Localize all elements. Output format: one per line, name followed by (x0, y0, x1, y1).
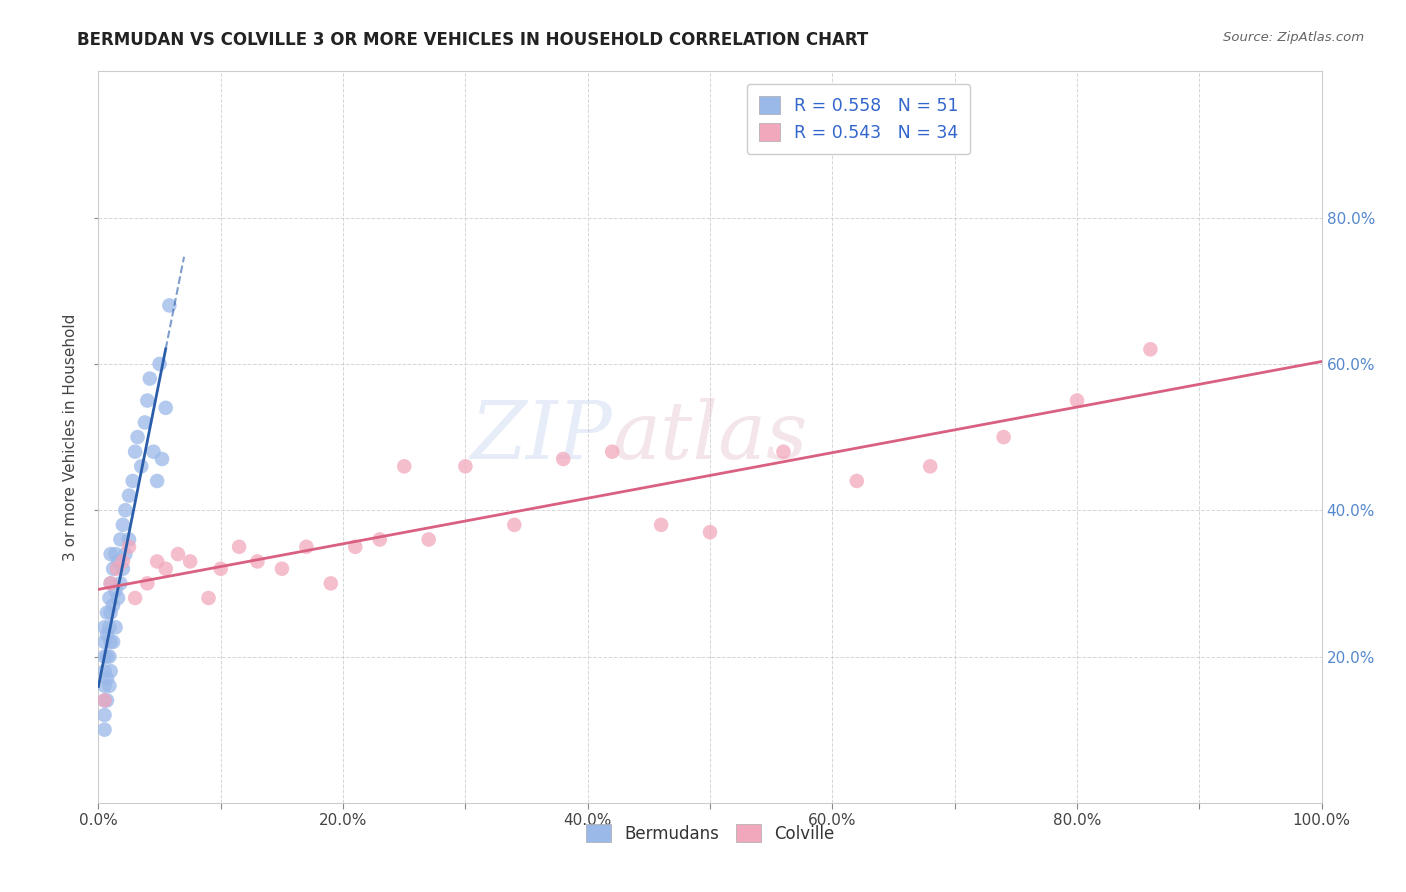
Point (101, 635, 124, 649)
Point (100, 664, 122, 678)
Text: ZIP: ZIP (471, 399, 612, 475)
Point (127, 430, 149, 444)
Point (155, 562, 177, 576)
Point (93, 708, 115, 723)
Point (319, 576, 342, 591)
Point (157, 298, 180, 312)
Point (93, 723, 115, 737)
Point (100, 547, 122, 561)
Point (96, 672, 118, 686)
Point (107, 554, 129, 568)
Point (98, 620, 121, 634)
Point (111, 562, 134, 576)
Point (124, 591, 146, 605)
Point (600, 444, 623, 458)
Point (228, 540, 250, 554)
Legend: Bermudans, Colville: Bermudans, Colville (579, 817, 841, 849)
Y-axis label: 3 or more Vehicles in Household: 3 or more Vehicles in Household (63, 313, 79, 561)
Text: Source: ZipAtlas.com: Source: ZipAtlas.com (1223, 31, 1364, 45)
Point (136, 393, 159, 408)
Point (146, 474, 169, 488)
Point (93, 679, 115, 693)
Point (111, 554, 134, 568)
Point (699, 525, 721, 540)
Point (129, 459, 152, 474)
Point (454, 459, 477, 474)
Point (101, 599, 124, 613)
Point (993, 430, 1015, 444)
Point (136, 576, 159, 591)
Point (344, 540, 367, 554)
Text: BERMUDAN VS COLVILLE 3 OR MORE VEHICLES IN HOUSEHOLD CORRELATION CHART: BERMUDAN VS COLVILLE 3 OR MORE VEHICLES … (77, 31, 869, 49)
Point (142, 444, 165, 458)
Point (100, 576, 122, 591)
Point (93, 693, 115, 707)
Point (96, 627, 118, 641)
Point (93, 649, 115, 664)
Point (104, 547, 127, 561)
Point (1066, 393, 1088, 408)
Point (100, 576, 122, 591)
Point (104, 620, 127, 634)
Point (553, 452, 575, 467)
Point (149, 357, 172, 371)
Point (96, 693, 118, 707)
Point (110, 576, 132, 591)
Point (114, 547, 136, 561)
Point (96, 649, 118, 664)
Point (110, 533, 132, 547)
Point (93, 620, 115, 634)
Point (107, 591, 129, 605)
Point (98, 591, 121, 605)
Point (650, 517, 672, 532)
Point (101, 562, 124, 576)
Point (105, 562, 128, 576)
Point (270, 562, 294, 576)
Point (155, 401, 177, 415)
Point (295, 540, 318, 554)
Point (150, 452, 173, 467)
Point (146, 554, 169, 568)
Text: atlas: atlas (612, 399, 807, 475)
Point (209, 562, 232, 576)
Point (920, 459, 942, 474)
Point (121, 474, 143, 488)
Point (392, 459, 416, 474)
Point (845, 474, 868, 488)
Point (134, 416, 156, 430)
Point (96, 606, 118, 620)
Point (1139, 343, 1161, 357)
Point (197, 591, 219, 605)
Point (368, 533, 391, 547)
Point (503, 517, 526, 532)
Point (93, 664, 115, 678)
Point (418, 533, 440, 547)
Point (246, 554, 269, 568)
Point (118, 533, 141, 547)
Point (104, 583, 127, 598)
Point (98, 679, 121, 693)
Point (124, 444, 146, 458)
Point (118, 489, 141, 503)
Point (772, 444, 794, 458)
Point (118, 540, 141, 554)
Point (114, 503, 136, 517)
Point (167, 547, 190, 561)
Point (100, 635, 122, 649)
Point (93, 635, 115, 649)
Point (179, 554, 201, 568)
Point (93, 693, 115, 707)
Point (100, 606, 122, 620)
Point (111, 517, 134, 532)
Point (98, 649, 121, 664)
Point (139, 371, 162, 385)
